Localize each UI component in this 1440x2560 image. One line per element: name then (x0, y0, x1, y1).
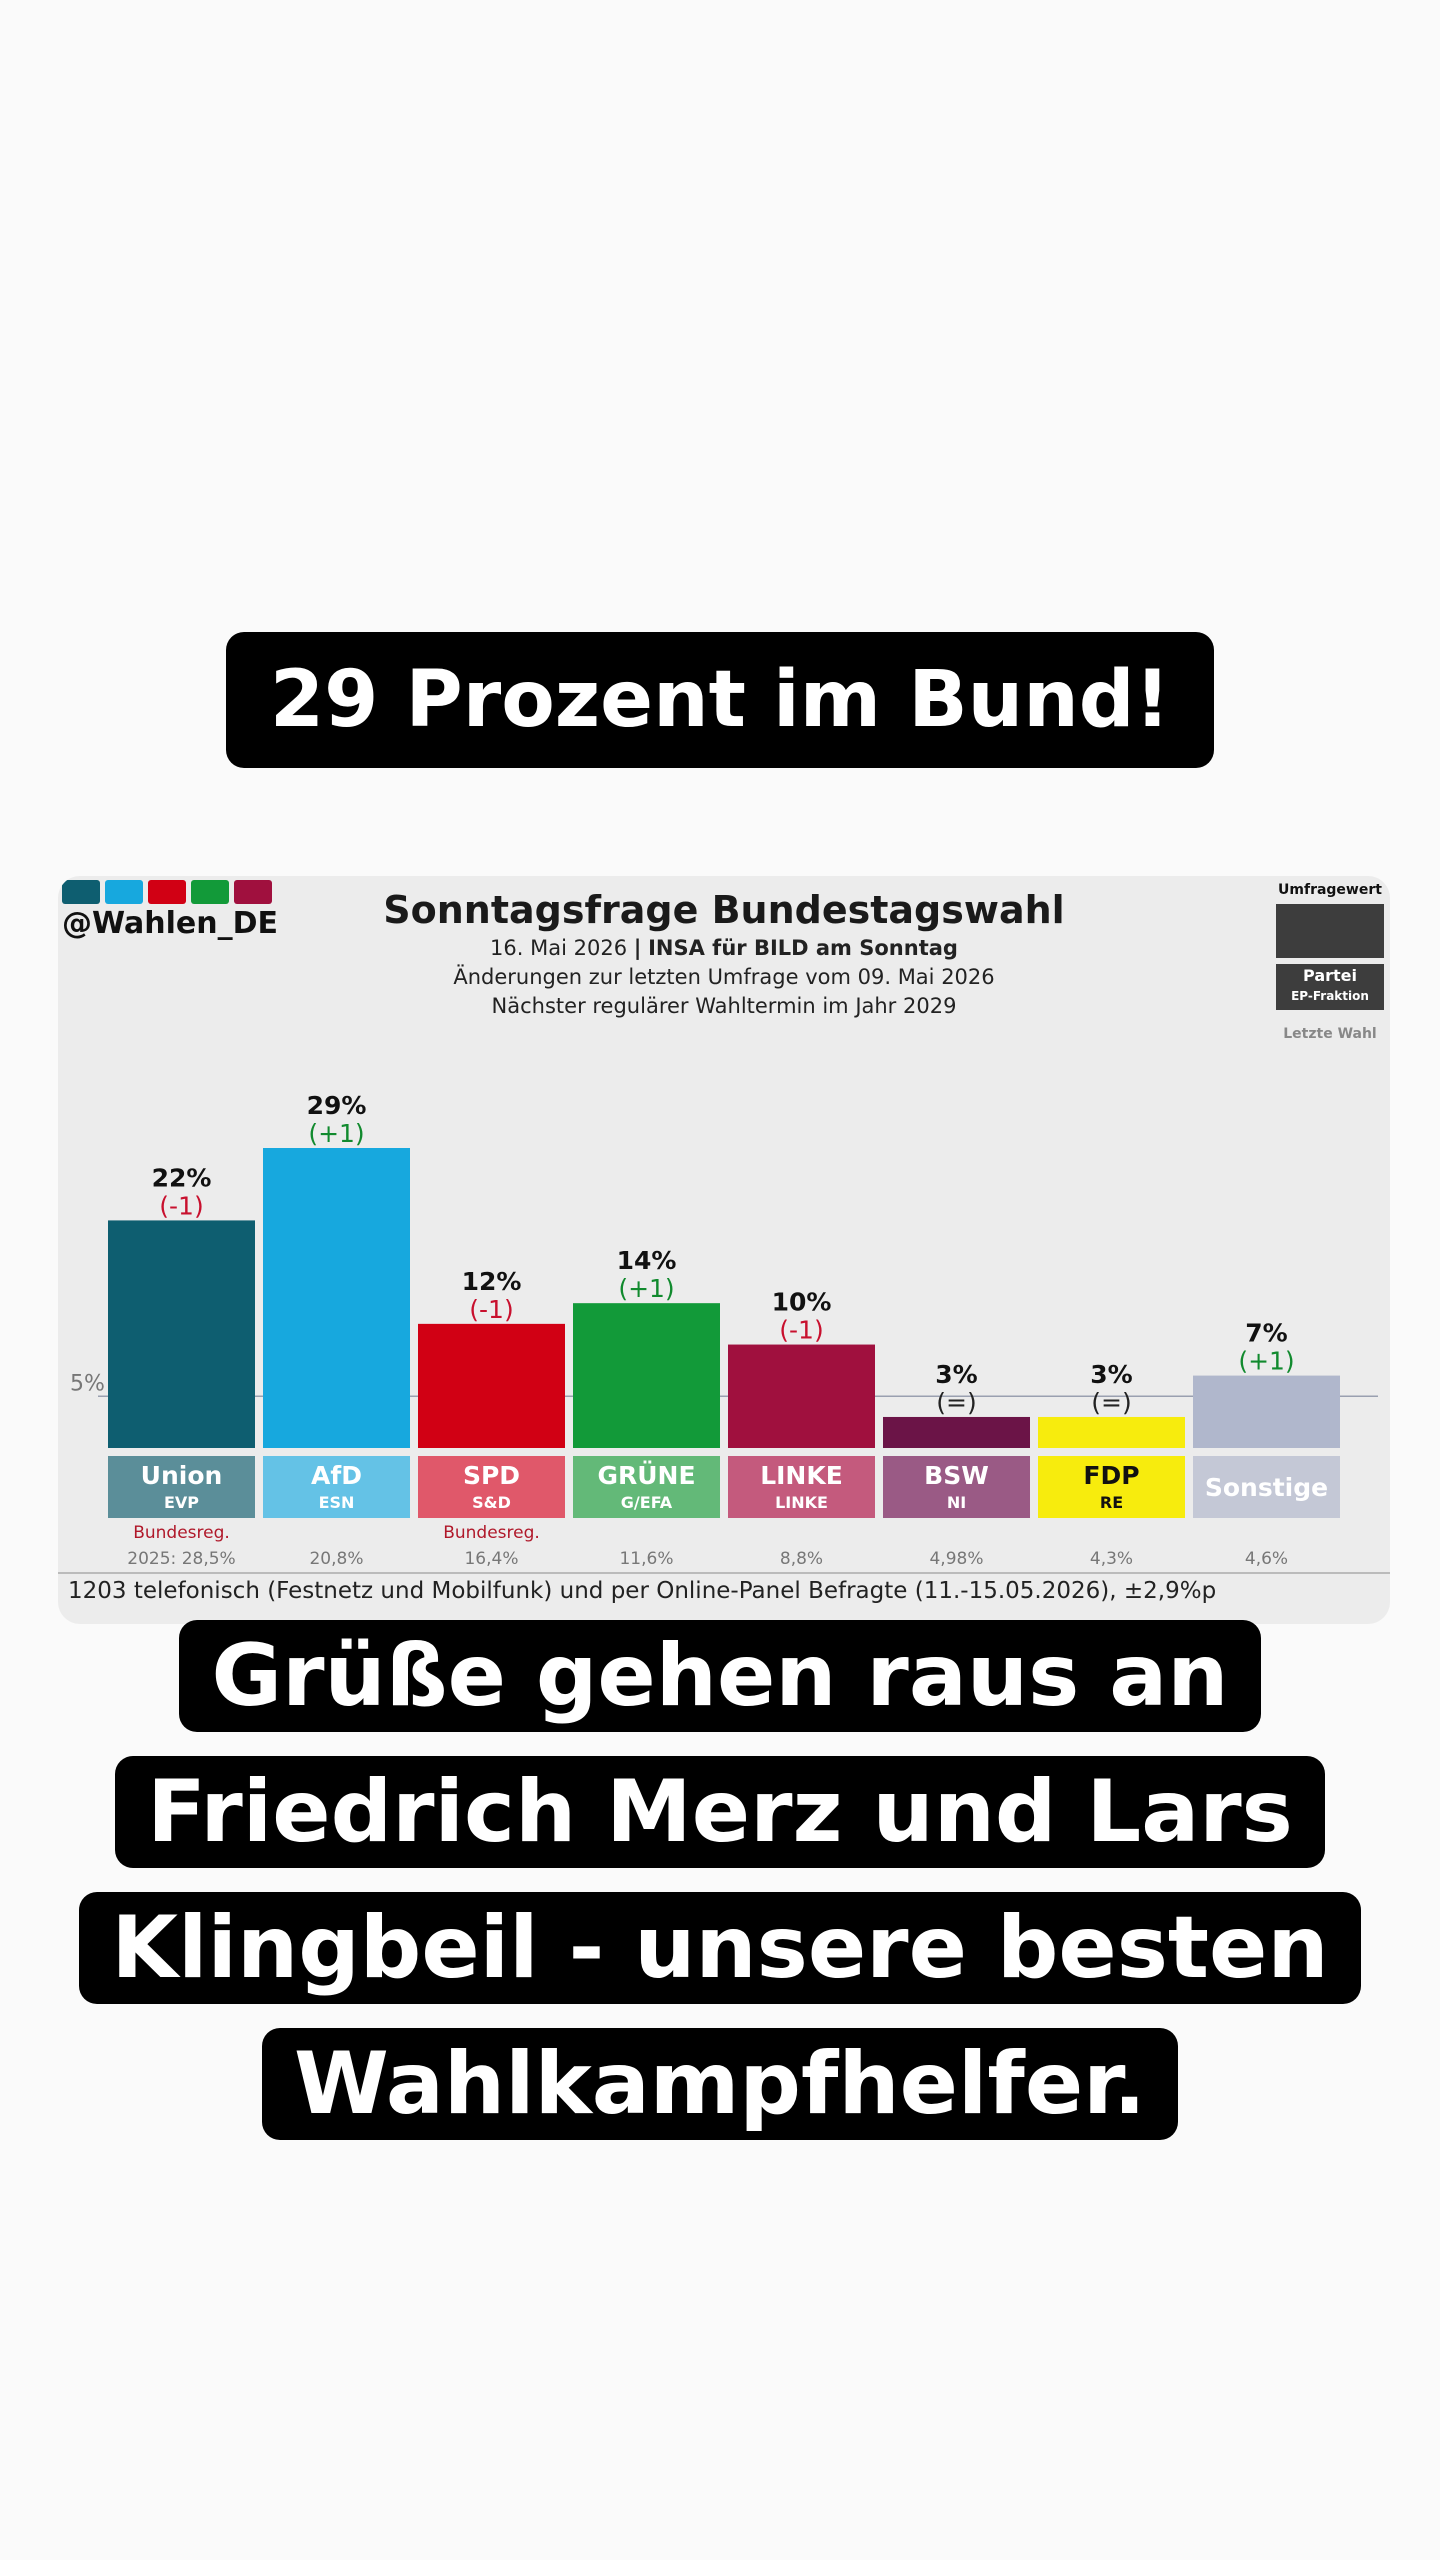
bar (883, 1416, 1030, 1448)
party-fraction: NI (947, 1493, 966, 1512)
legend-value-label: Umfragewert (1278, 882, 1382, 898)
party-label-block (728, 1456, 875, 1518)
bar-change-label: (+1) (308, 1119, 364, 1148)
bar (573, 1303, 720, 1448)
party-fraction: S&D (472, 1493, 511, 1512)
party-label-block (263, 1456, 410, 1518)
bottom-caption-line: Wahlkampfhelfer. (262, 2028, 1178, 2140)
party-label-block (1193, 1456, 1340, 1518)
party-label-block (108, 1456, 255, 1518)
bar-change-label: (=) (936, 1388, 976, 1417)
last-election-value: 4,6% (1245, 1549, 1288, 1569)
bottom-caption-line: Grüße gehen raus an (179, 1620, 1261, 1732)
bar-change-label: (=) (1091, 1388, 1131, 1417)
party-label-block (573, 1456, 720, 1518)
subtitle-date: 16. Mai 2026 (490, 936, 628, 960)
party-fraction: LINKE (775, 1493, 828, 1512)
last-election-value: 2025: 28,5% (127, 1549, 235, 1569)
footnote-divider (58, 1572, 1390, 1574)
subtitle-source: INSA für BILD am Sonntag (648, 936, 958, 960)
bar-value-label: 22% (152, 1163, 212, 1192)
chart-next-election-note: Nächster regulärer Wahltermin im Jahr 20… (491, 994, 957, 1018)
chart-changes-note: Änderungen zur letzten Umfrage vom 09. M… (453, 965, 995, 989)
top-caption-wrap: 29 Prozent im Bund! (0, 632, 1440, 768)
bar-value-label: 7% (1245, 1319, 1287, 1348)
government-note: Bundesreg. (133, 1523, 230, 1543)
bar-change-label: (-1) (469, 1295, 513, 1324)
chart-title: Sonntagsfrage Bundestagswahl (383, 888, 1065, 932)
party-name: Union (141, 1461, 223, 1490)
party-name: SPD (463, 1461, 520, 1490)
top-caption: 29 Prozent im Bund! (225, 632, 1215, 768)
bar-value-label: 14% (617, 1246, 677, 1275)
party-name: GRÜNE (597, 1460, 695, 1490)
bar-change-label: (+1) (1238, 1347, 1294, 1376)
party-name: FDP (1083, 1461, 1139, 1490)
bar-change-label: (-1) (779, 1316, 823, 1345)
party-name: Sonstige (1205, 1473, 1328, 1502)
brand-stripe (105, 880, 143, 904)
last-election-value: 4,3% (1090, 1549, 1133, 1569)
bar-value-label: 3% (1090, 1360, 1132, 1389)
bar-value-label: 10% (772, 1288, 832, 1317)
last-election-value: 16,4% (464, 1549, 518, 1569)
bottom-caption: Grüße gehen raus an Friedrich Merz und La… (0, 1620, 1440, 2164)
party-label-block (883, 1456, 1030, 1518)
legend-box: Umfragewert Partei EP-Fraktion Letzte Wa… (1274, 876, 1386, 1042)
party-label-block (1038, 1456, 1185, 1518)
bar (108, 1220, 255, 1448)
last-election-value: 20,8% (309, 1549, 363, 1569)
legend-value-swatch (1276, 904, 1384, 958)
legend-fraction-label: EP-Fraktion (1291, 989, 1369, 1003)
legend-last-election-label: Letzte Wahl (1283, 1026, 1377, 1042)
party-fraction: RE (1100, 1493, 1123, 1512)
brand-stripe (62, 880, 100, 904)
footnote: 1203 telefonisch (Festnetz und Mobilfunk… (68, 1578, 1217, 1604)
last-election-value: 4,98% (929, 1549, 983, 1569)
party-label-block (418, 1456, 565, 1518)
party-fraction: ESN (319, 1493, 355, 1512)
legend-party-label: Partei (1303, 966, 1357, 985)
last-election-value: 11,6% (619, 1549, 673, 1569)
party-name: BSW (924, 1461, 989, 1490)
threshold-label: 5% (70, 1371, 105, 1396)
bar-value-label: 29% (307, 1091, 367, 1120)
last-election-value: 8,8% (780, 1549, 823, 1569)
government-note: Bundesreg. (443, 1523, 540, 1543)
bar-value-label: 3% (935, 1360, 977, 1389)
bar-change-label: (+1) (618, 1274, 674, 1303)
bottom-caption-line: Klingbeil - unsere besten (79, 1892, 1361, 2004)
bar-change-label: (-1) (159, 1191, 203, 1220)
brand-stripe (234, 880, 272, 904)
bar (1193, 1375, 1340, 1448)
bar (1038, 1416, 1185, 1448)
poll-chart-card: @Wahlen_DE Sonntagsfrage Bundestagswahl … (58, 876, 1390, 1624)
bar-value-label: 12% (462, 1267, 522, 1296)
party-name: AfD (311, 1461, 362, 1490)
handle-label: @Wahlen_DE (62, 906, 279, 941)
legend-party-swatch: Partei EP-Fraktion (1276, 964, 1384, 1010)
party-name: LINKE (760, 1461, 843, 1490)
party-fraction: EVP (164, 1493, 199, 1512)
bar (263, 1148, 410, 1448)
bottom-caption-line: Friedrich Merz und Lars (115, 1756, 1325, 1868)
subtitle-separator: | (633, 936, 642, 960)
party-fraction: G/EFA (621, 1493, 673, 1512)
brand-stripe (148, 880, 186, 904)
brand-stripe (191, 880, 229, 904)
bar (418, 1323, 565, 1448)
bar (728, 1344, 875, 1448)
chart-subtitle: 16. Mai 2026 | INSA für BILD am Sonntag (58, 936, 1390, 960)
